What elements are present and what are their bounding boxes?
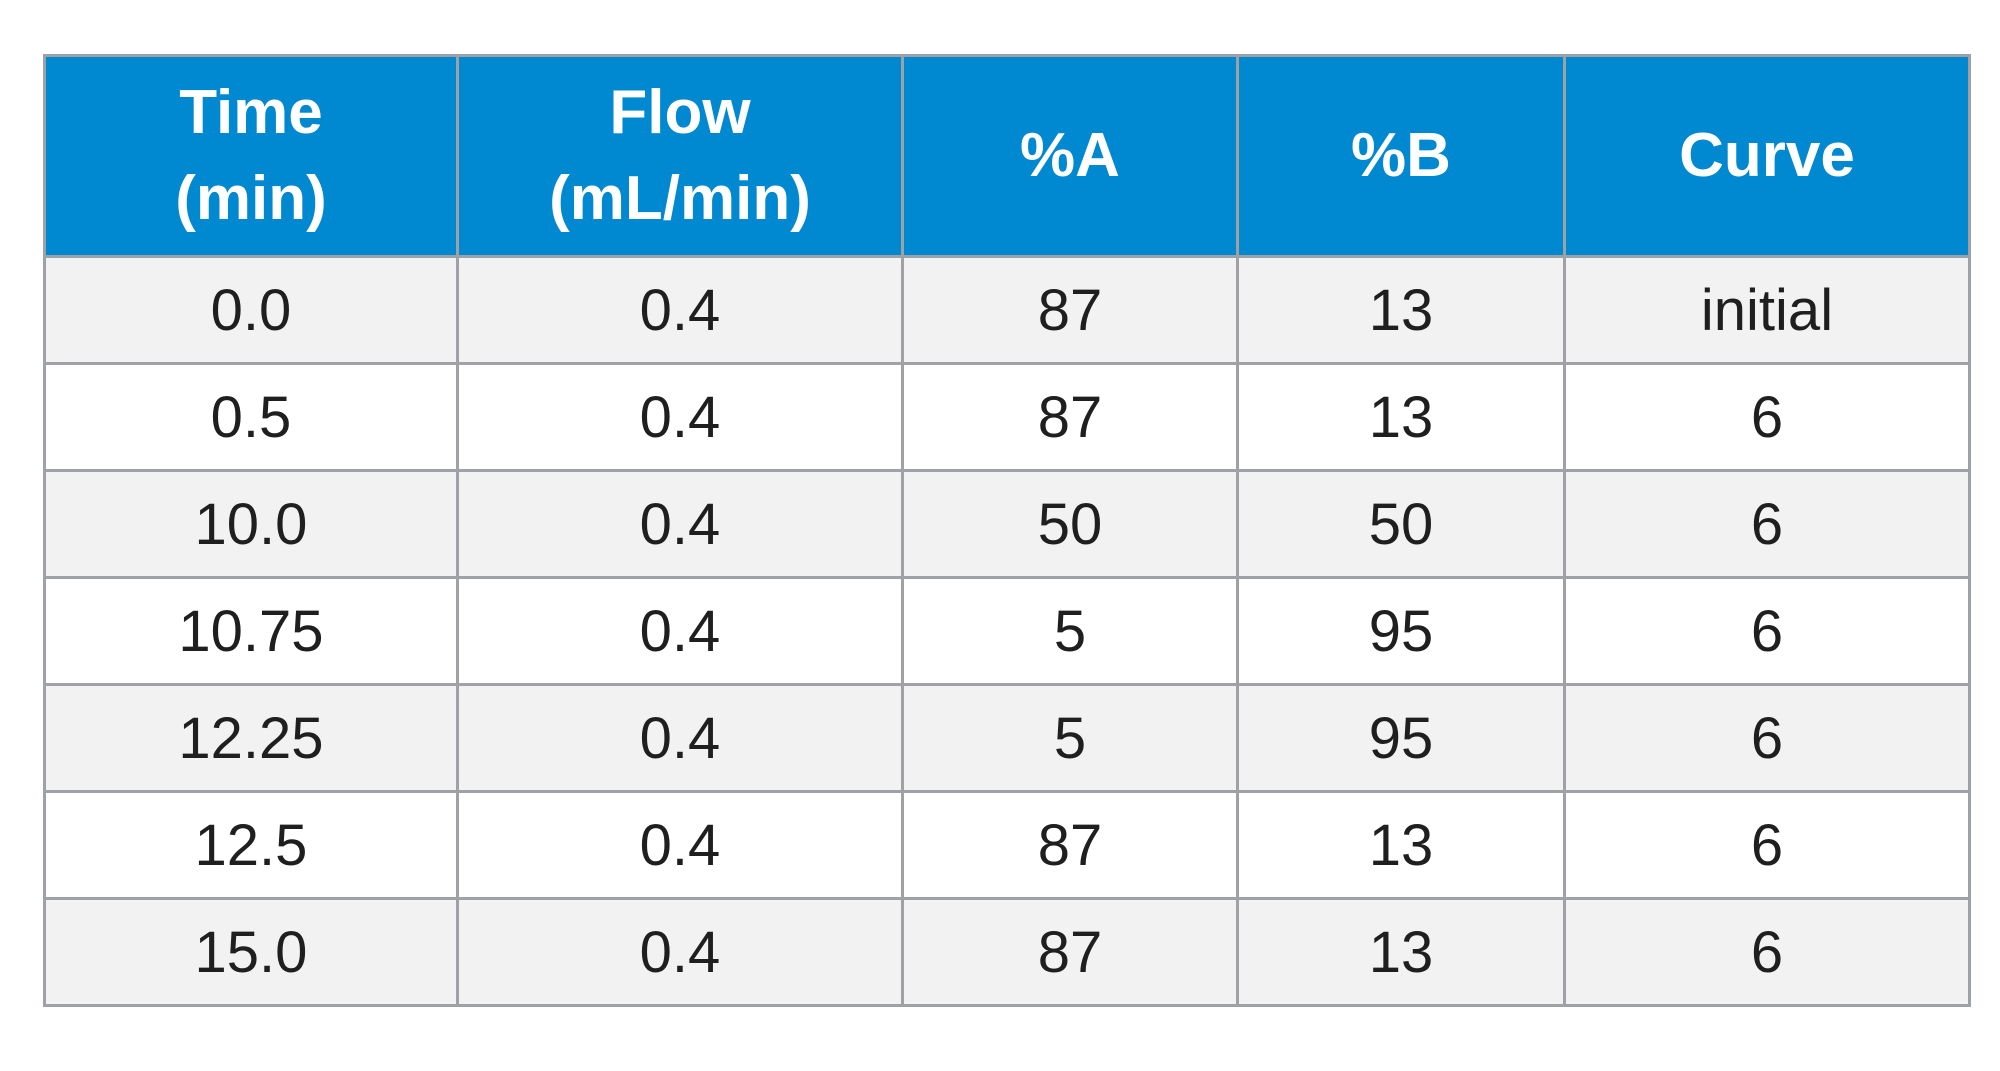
cell-flow: 0.4 (456, 683, 904, 793)
cell-percent-a: 87 (901, 897, 1239, 1007)
header-time-line1: Time (179, 78, 323, 147)
cell-percent-b: 95 (1236, 576, 1566, 686)
header-percent-b: %B (1236, 54, 1566, 258)
gradient-table-container: Time (min) Flow (mL/min) %A %B Curve (43, 54, 1971, 1007)
cell-time: 10.75 (43, 576, 459, 686)
cell-percent-a: 87 (901, 255, 1239, 365)
table-row: 0.5 0.4 87 13 6 (43, 362, 1971, 472)
header-flow: Flow (mL/min) (456, 54, 904, 258)
cell-curve: initial (1563, 255, 1971, 365)
cell-percent-b: 50 (1236, 469, 1566, 579)
cell-flow: 0.4 (456, 897, 904, 1007)
cell-percent-a: 5 (901, 576, 1239, 686)
table-row: 12.5 0.4 87 13 6 (43, 790, 1971, 900)
cell-time: 12.5 (43, 790, 459, 900)
cell-flow: 0.4 (456, 790, 904, 900)
table-row: 10.0 0.4 50 50 6 (43, 469, 1971, 579)
cell-curve: 6 (1563, 897, 1971, 1007)
header-curve: Curve (1563, 54, 1971, 258)
table-header: Time (min) Flow (mL/min) %A %B Curve (43, 54, 1971, 258)
cell-curve: 6 (1563, 469, 1971, 579)
gradient-table: Time (min) Flow (mL/min) %A %B Curve (43, 54, 1971, 1007)
cell-time: 10.0 (43, 469, 459, 579)
table-row: 10.75 0.4 5 95 6 (43, 576, 1971, 686)
cell-flow: 0.4 (456, 576, 904, 686)
cell-flow: 0.4 (456, 469, 904, 579)
cell-flow: 0.4 (456, 255, 904, 365)
header-percent-b-label: %B (1351, 121, 1451, 190)
header-time-line2: (min) (175, 164, 327, 233)
table-row: 12.25 0.4 5 95 6 (43, 683, 1971, 793)
cell-percent-b: 13 (1236, 790, 1566, 900)
header-percent-a-label: %A (1020, 121, 1120, 190)
cell-percent-b: 13 (1236, 897, 1566, 1007)
cell-curve: 6 (1563, 362, 1971, 472)
cell-percent-a: 87 (901, 362, 1239, 472)
header-curve-label: Curve (1679, 121, 1855, 190)
header-row: Time (min) Flow (mL/min) %A %B Curve (43, 54, 1971, 258)
table-row: 15.0 0.4 87 13 6 (43, 897, 1971, 1007)
cell-curve: 6 (1563, 790, 1971, 900)
cell-percent-b: 13 (1236, 255, 1566, 365)
cell-percent-a: 50 (901, 469, 1239, 579)
cell-flow: 0.4 (456, 362, 904, 472)
cell-percent-b: 95 (1236, 683, 1566, 793)
header-flow-line2: (mL/min) (549, 164, 811, 233)
cell-curve: 6 (1563, 683, 1971, 793)
cell-percent-b: 13 (1236, 362, 1566, 472)
header-flow-line1: Flow (609, 78, 751, 147)
cell-time: 0.0 (43, 255, 459, 365)
cell-percent-a: 5 (901, 683, 1239, 793)
cell-percent-a: 87 (901, 790, 1239, 900)
header-percent-a: %A (901, 54, 1239, 258)
header-time: Time (min) (43, 54, 459, 258)
cell-curve: 6 (1563, 576, 1971, 686)
table-row: 0.0 0.4 87 13 initial (43, 255, 1971, 365)
table-body: 0.0 0.4 87 13 initial 0.5 0.4 87 13 6 10… (43, 255, 1971, 1007)
cell-time: 0.5 (43, 362, 459, 472)
cell-time: 15.0 (43, 897, 459, 1007)
cell-time: 12.25 (43, 683, 459, 793)
